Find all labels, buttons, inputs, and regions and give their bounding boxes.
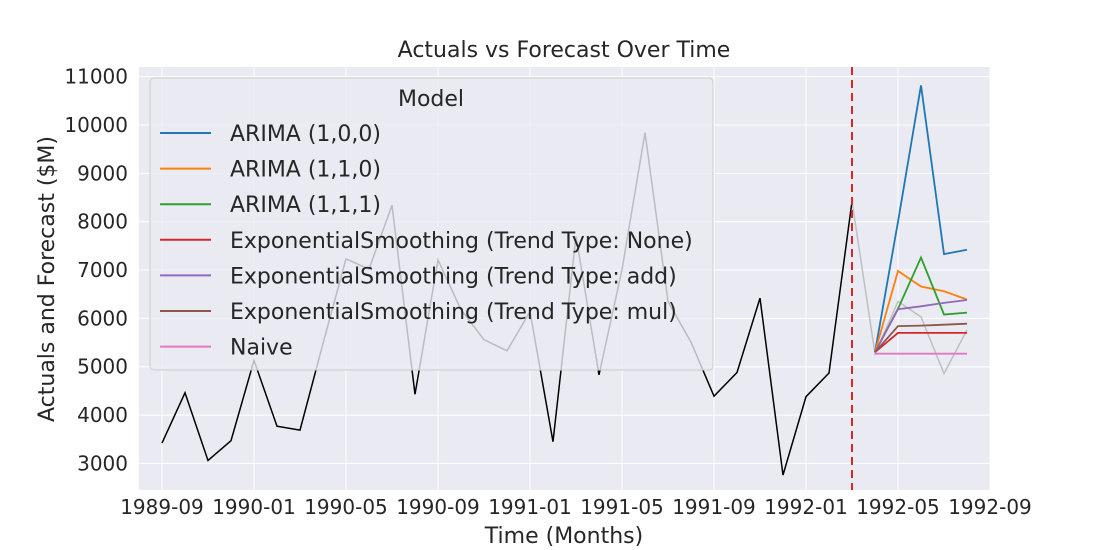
y-tick-label: 5000 — [77, 355, 128, 379]
y-tick-label: 9000 — [77, 161, 128, 185]
forecast-line — [874, 269, 968, 353]
legend-entry: ExponentialSmoothing (Trend Type: None) — [230, 229, 693, 254]
legend-entry: Naive — [230, 336, 293, 361]
y-tick-label: 10000 — [64, 113, 128, 137]
y-tick-labels: 3000 4000 5000 6000 7000 8000 9000 10000 11000 — [64, 65, 128, 476]
x-tick-label: 1989-09 — [120, 495, 204, 519]
y-axis-label: Actuals and Forecast ($M) — [35, 136, 60, 422]
x-tick-label: 1992-05 — [856, 495, 940, 519]
x-axis-label: Time (Months) — [484, 524, 643, 549]
x-tick-label: 1990-09 — [396, 495, 480, 519]
forecast-line — [874, 331, 967, 353]
x-tick-label: 1991-01 — [488, 495, 572, 519]
legend-entry: ARIMA (1,0,0) — [230, 122, 381, 147]
legend-entry: ExponentialSmoothing (Trend Type: add) — [230, 264, 677, 289]
legend-box — [149, 77, 714, 371]
chart-title: Actuals vs Forecast Over Time — [398, 38, 731, 63]
y-tick-label: 3000 — [77, 451, 128, 475]
y-tick-label: 8000 — [77, 210, 128, 234]
x-tick-label: 1992-01 — [764, 495, 848, 519]
actuals-test-line — [851, 201, 968, 376]
y-tick-label: 4000 — [77, 403, 128, 427]
x-tick-labels: 1989-09 1990-01 1990-05 1990-09 1991-01 1991-… — [120, 495, 1032, 519]
x-tick-label: 1991-05 — [580, 495, 664, 519]
y-tick-label: 11000 — [64, 65, 128, 89]
legend-entry: ARIMA (1,1,0) — [230, 158, 381, 183]
y-tick-label: 6000 — [77, 306, 128, 330]
x-tick-label: 1990-01 — [212, 495, 296, 519]
forecast-line — [874, 322, 968, 353]
legend-entry: ARIMA (1,1,1) — [230, 193, 381, 218]
legend-entry: ExponentialSmoothing (Trend Type: mul) — [230, 300, 677, 325]
forecast-line — [874, 299, 968, 353]
x-tick-label: 1990-05 — [304, 495, 388, 519]
legend: Model ARIMA (1,0,0) ARIMA (1,1,0) ARIMA (1… — [149, 77, 714, 371]
x-tick-label: 1992-09 — [948, 495, 1032, 519]
legend-title: Model — [398, 87, 464, 112]
forecast-line — [874, 85, 968, 353]
y-tick-label: 7000 — [77, 258, 128, 282]
x-tick-label: 1991-09 — [672, 495, 756, 519]
